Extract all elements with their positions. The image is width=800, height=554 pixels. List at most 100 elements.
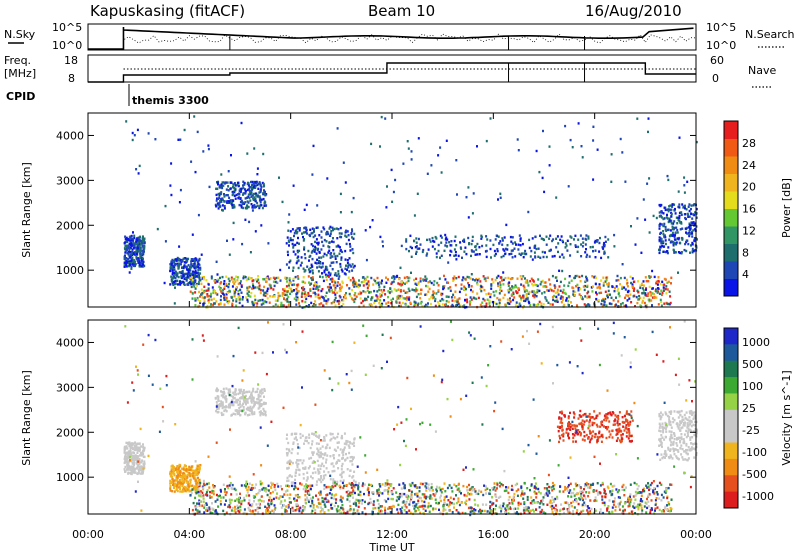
heatmap-cell (318, 303, 321, 306)
heatmap-cell (244, 192, 247, 195)
heatmap-cell (223, 405, 226, 409)
heatmap-cell (598, 283, 601, 286)
heatmap-cell (563, 291, 566, 295)
heatmap-cell (286, 250, 289, 254)
heatmap-cell (491, 278, 494, 281)
heatmap-cell (258, 191, 261, 194)
heatmap-cell (458, 290, 461, 294)
heatmap-cell (666, 213, 668, 217)
heatmap-cell (130, 259, 133, 262)
heatmap-cell (217, 505, 220, 508)
heatmap-cell (193, 469, 196, 473)
heatmap-cell (288, 282, 291, 285)
heatmap-cell (143, 250, 145, 253)
heatmap-cell (313, 467, 316, 470)
heatmap-cell (185, 487, 187, 490)
heatmap-cell (533, 490, 536, 493)
heatmap-cell (425, 254, 428, 257)
heatmap-cell (176, 466, 179, 469)
heatmap-cell (263, 184, 266, 187)
heatmap-cell (248, 488, 251, 491)
heatmap-cell (231, 206, 234, 209)
heatmap-cell (686, 239, 689, 242)
heatmap-cell (227, 301, 230, 305)
heatmap-cell (471, 239, 474, 242)
heatmap-cell (127, 468, 130, 471)
heatmap-cell (530, 277, 533, 280)
heatmap-cell (667, 302, 670, 306)
heatmap-cell (286, 290, 289, 294)
heatmap-cell (135, 443, 138, 446)
heatmap-cell (141, 451, 144, 454)
heatmap-cell (192, 283, 195, 286)
heatmap-cell (660, 237, 663, 241)
heatmap-cell (186, 470, 189, 473)
heatmap-cell (353, 285, 356, 288)
heatmap-cell (123, 261, 126, 264)
heatmap-cell (140, 265, 143, 268)
heatmap-cell (615, 296, 617, 299)
heatmap-cell (196, 502, 198, 505)
heatmap-cell (561, 298, 564, 302)
heatmap-cell (340, 475, 343, 479)
heatmap-cell (202, 150, 205, 153)
heatmap-cell (325, 461, 327, 464)
heatmap-cell (266, 289, 269, 293)
heatmap-cell (497, 282, 499, 285)
heatmap-cell (261, 482, 264, 485)
heatmap-cell (529, 255, 532, 258)
heatmap-cell (317, 293, 320, 296)
station-title: Kapuskasing (fitACF) (90, 2, 245, 20)
heatmap-cell (206, 295, 209, 298)
heatmap-cell (170, 275, 173, 278)
heatmap-cell (197, 271, 200, 275)
heatmap-cell (242, 192, 245, 195)
heatmap-cell (553, 254, 556, 258)
heatmap-cell (463, 250, 466, 253)
heatmap-cell (127, 257, 129, 261)
heatmap-cell (545, 299, 548, 302)
heatmap-cell (308, 259, 310, 262)
heatmap-cell (308, 304, 310, 307)
heatmap-cell (658, 236, 661, 239)
heatmap-cell (391, 281, 394, 284)
heatmap-cell (528, 246, 531, 250)
heatmap-cell (516, 138, 519, 141)
heatmap-cell (506, 289, 509, 292)
heatmap-cell (140, 465, 143, 468)
heatmap-cell (281, 200, 284, 204)
heatmap-cell (477, 296, 480, 300)
heatmap-cell (347, 444, 350, 447)
heatmap-cell (424, 293, 427, 296)
heatmap-cell (228, 253, 231, 256)
heatmap-cell (237, 282, 240, 285)
heatmap-cell (215, 260, 218, 263)
heatmap-cell (502, 283, 505, 286)
heatmap-cell (221, 390, 224, 394)
heatmap-cell (258, 402, 261, 405)
heatmap-cell (425, 284, 428, 288)
heatmap-cell (568, 491, 571, 494)
heatmap-cell (368, 303, 371, 306)
heatmap-cell (278, 176, 280, 179)
heatmap-cell (194, 280, 197, 283)
heatmap-cell (370, 142, 373, 146)
heatmap-cell (233, 189, 236, 192)
heatmap-cell (272, 490, 274, 494)
heatmap-cell (327, 271, 330, 274)
heatmap-cell (142, 469, 145, 473)
heatmap-cell (343, 442, 346, 445)
heatmap-cell (298, 507, 301, 510)
heatmap-cell (658, 214, 661, 218)
heatmap-cell (666, 288, 669, 291)
heatmap-cell (129, 445, 132, 448)
heatmap-cell (282, 288, 285, 291)
heatmap-cell (142, 251, 145, 255)
heatmap-cell (268, 499, 270, 502)
heatmap-cell (136, 448, 139, 451)
heatmap-cell (659, 246, 662, 249)
heatmap-cell (344, 234, 347, 237)
heatmap-cell (400, 495, 403, 498)
heatmap-cell (136, 258, 139, 261)
heatmap-cell (330, 462, 333, 466)
